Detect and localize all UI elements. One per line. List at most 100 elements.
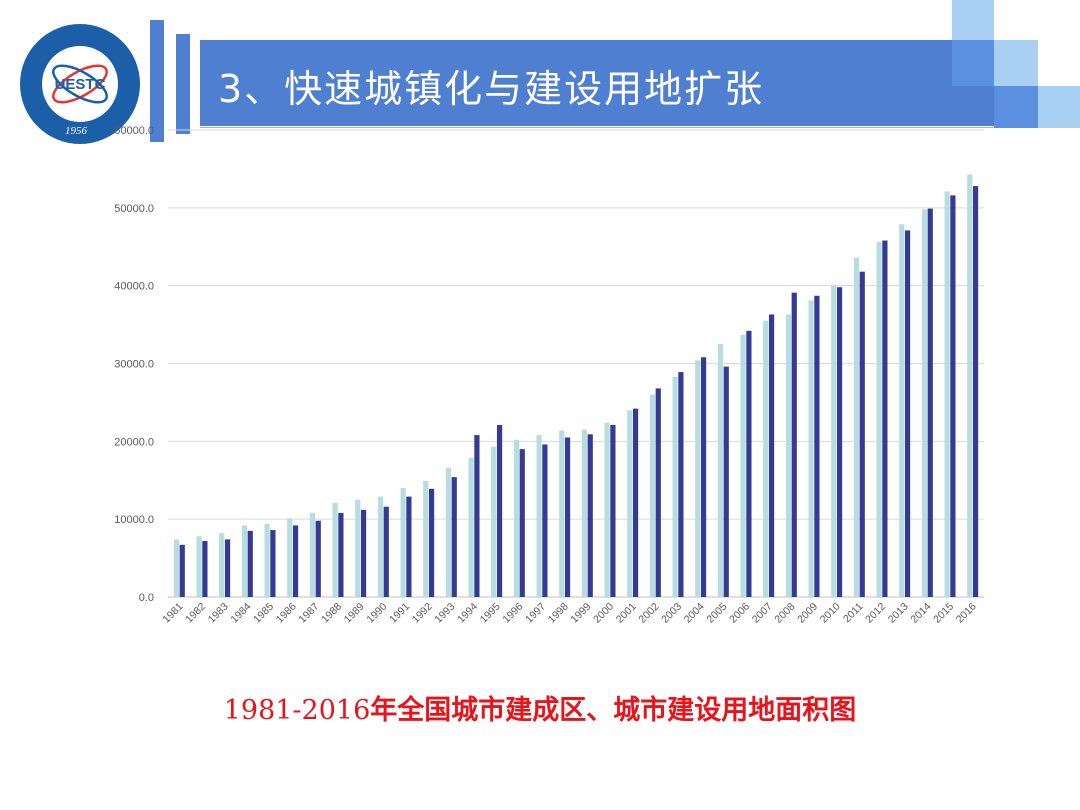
gridlines	[168, 129, 984, 598]
x-tick-label: 2009	[795, 601, 820, 626]
x-tick-label: 1986	[274, 601, 299, 626]
bar-series-2	[950, 195, 956, 597]
x-tick-label: 2010	[818, 601, 843, 626]
bar-series-1	[196, 536, 202, 597]
caption-years: 1981-2016	[223, 695, 371, 726]
bar-series-2	[972, 186, 979, 598]
x-tick-label: 1999	[568, 601, 593, 626]
x-tick-label: 2002	[636, 601, 661, 626]
bar-series-1	[355, 499, 361, 597]
bar-series-1	[513, 439, 520, 597]
x-tick-label: 1987	[296, 601, 321, 626]
bar-series-2	[655, 388, 661, 597]
bar-series-1	[944, 191, 950, 597]
deco-bar-left	[150, 20, 164, 142]
y-tick-label: 40000.0	[114, 281, 154, 293]
bar-series-2	[315, 520, 321, 597]
bar-series-1	[581, 429, 588, 597]
x-tick-label: 2015	[931, 601, 956, 626]
bar-series-1	[309, 512, 316, 597]
bar-series-1	[559, 430, 565, 597]
bar-series-2	[904, 230, 911, 597]
x-tick-label: 2014	[908, 601, 933, 626]
bar-series-1	[899, 224, 905, 597]
x-axis-labels: 1981198219831984198519861987198819891990…	[160, 601, 978, 626]
bar-series-2	[224, 539, 231, 597]
bar-series-1	[241, 525, 248, 597]
university-logo: UESTC 1956	[20, 24, 140, 144]
y-tick-label: 20000.0	[114, 436, 154, 448]
bar-series-1	[672, 376, 678, 597]
deco-bar-right	[176, 34, 190, 134]
bar-series-1	[967, 174, 973, 598]
x-tick-label: 2012	[863, 601, 888, 626]
bar-series-2	[292, 525, 299, 597]
bar-series-1	[831, 284, 837, 597]
x-tick-label: 2011	[841, 601, 866, 626]
page-title: 3、快速城镇化与建设用地扩张	[218, 67, 765, 111]
caption-text: 年全国城市建成区、城市建设用地面积图	[370, 695, 857, 726]
bar-series-2	[814, 295, 820, 597]
y-tick-label: 30000.0	[114, 359, 154, 371]
bar-series-1	[808, 300, 814, 597]
x-tick-label: 2006	[727, 601, 752, 626]
x-tick-label: 2008	[772, 601, 797, 626]
bar-series-2	[338, 512, 344, 597]
x-tick-label: 1984	[228, 601, 253, 626]
bars	[173, 174, 979, 598]
x-tick-label: 1991	[387, 601, 412, 626]
bar-series-1	[468, 457, 474, 597]
bar-series-2	[610, 424, 616, 597]
deco-square	[994, 40, 1038, 86]
bar-series-1	[287, 518, 293, 597]
x-tick-label: 1994	[455, 601, 480, 626]
logo-year-text: 1956	[65, 125, 88, 137]
bar-series-2	[383, 506, 389, 597]
bar-series-1	[491, 446, 497, 597]
x-tick-label: 2007	[750, 601, 775, 626]
bar-series-1	[763, 320, 769, 597]
bar-series-2	[496, 424, 503, 597]
x-tick-label: 2013	[886, 601, 911, 626]
deco-square	[1038, 86, 1080, 128]
bar-series-2	[768, 314, 775, 597]
bar-series-2	[247, 530, 253, 597]
x-tick-label: 1982	[183, 601, 208, 626]
bar-series-2	[723, 366, 729, 597]
bar-series-2	[700, 357, 707, 597]
x-tick-label: 1983	[206, 601, 231, 626]
x-tick-label: 1996	[500, 601, 525, 626]
x-tick-label: 1998	[546, 601, 571, 626]
x-tick-label: 1995	[478, 601, 503, 626]
x-tick-label: 1993	[432, 601, 457, 626]
bar-series-1	[717, 344, 724, 597]
bar-series-2	[927, 208, 933, 597]
bar-series-2	[746, 330, 752, 597]
bar-series-1	[649, 394, 656, 597]
bar-series-2	[474, 435, 480, 597]
bar-series-1	[921, 209, 928, 597]
bar-series-1	[695, 360, 701, 597]
x-tick-label: 2016	[954, 601, 979, 626]
x-tick-label: 2001	[614, 601, 639, 626]
bar-series-1	[423, 481, 429, 597]
chart-caption: 1981-2016年全国城市建成区、城市建设用地面积图	[0, 688, 1080, 727]
bar-series-1	[536, 435, 542, 597]
bar-series-1	[785, 314, 792, 597]
bar-series-2	[859, 271, 865, 597]
bar-series-1	[264, 523, 270, 597]
x-tick-label: 1985	[251, 601, 276, 626]
x-tick-label: 2003	[659, 601, 684, 626]
title-underline	[200, 127, 994, 128]
bar-series-2	[360, 509, 367, 597]
deco-square	[952, 0, 994, 40]
x-tick-label: 1981	[160, 601, 185, 626]
bar-series-1	[627, 410, 633, 597]
bar-series-2	[836, 287, 843, 597]
deco-square	[952, 40, 994, 86]
logo-orbit	[52, 64, 108, 104]
bar-series-1	[332, 502, 338, 597]
bar-series-2	[202, 540, 208, 597]
bar-series-2	[791, 292, 797, 597]
bar-series-2	[406, 496, 412, 597]
